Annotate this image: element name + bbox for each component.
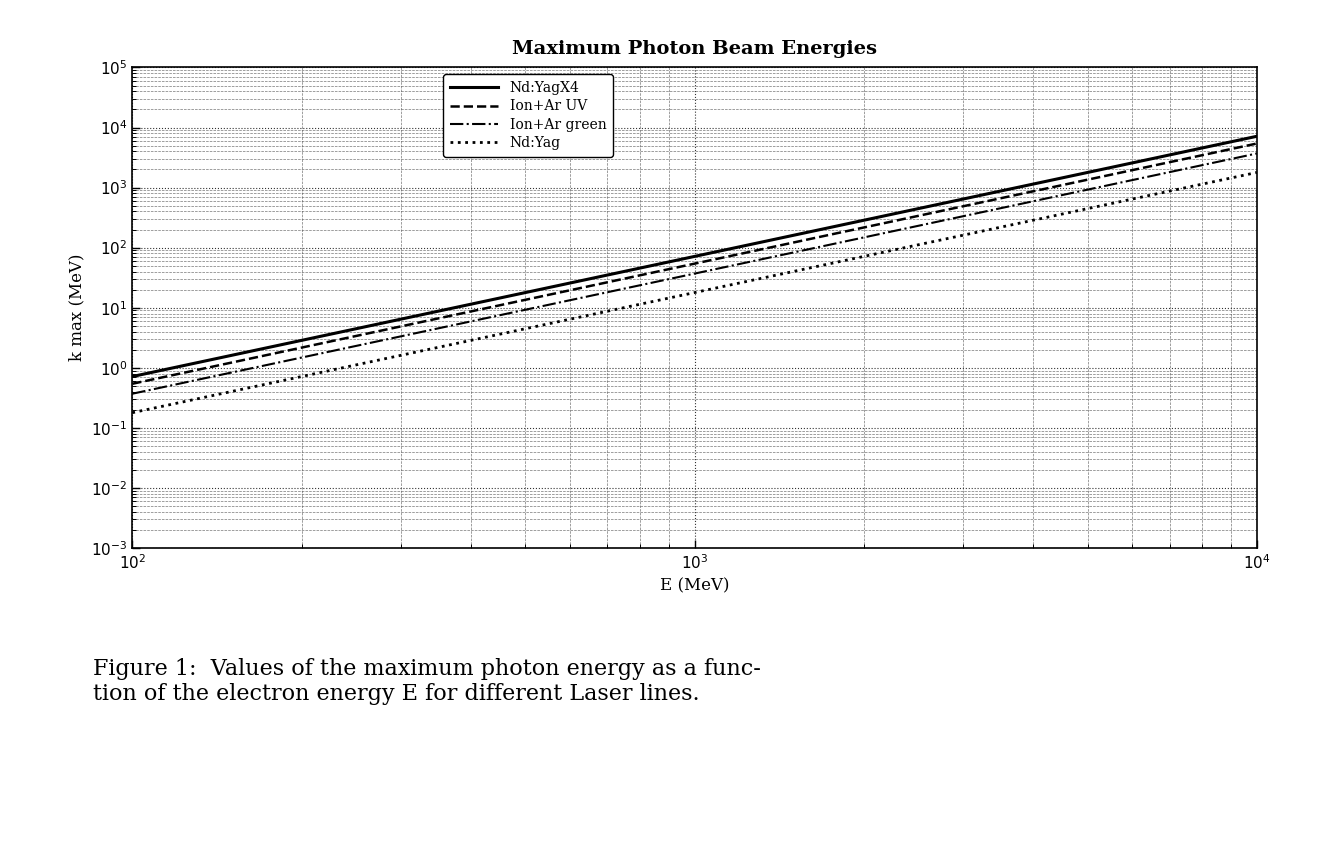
Ion+Ar UV [1002, 191, 1017, 201]
Nd:YagX4 [239, 347, 255, 357]
Line: Nd:YagX4: Nd:YagX4 [132, 137, 1257, 377]
Line: Ion+Ar UV: Ion+Ar UV [132, 143, 1257, 384]
Ion+Ar green [897, 223, 913, 234]
Ion+Ar green [239, 364, 255, 374]
Ion+Ar UV [619, 273, 635, 283]
Nd:YagX4 [1002, 184, 1017, 194]
Line: Ion+Ar green: Ion+Ar green [132, 153, 1257, 394]
Ion+Ar UV [579, 282, 595, 292]
Ion+Ar UV [239, 354, 255, 364]
Ion+Ar green [1002, 201, 1017, 212]
Nd:Yag [619, 302, 635, 312]
Nd:Yag [239, 383, 255, 393]
Nd:YagX4 [579, 274, 595, 284]
Ion+Ar UV [1021, 187, 1037, 197]
Nd:Yag [124, 408, 140, 418]
Nd:YagX4 [1021, 180, 1037, 190]
Ion+Ar green [1249, 148, 1265, 158]
Nd:YagX4 [124, 372, 140, 382]
Text: Figure 1:  Values of the maximum photon energy as a func-
tion of the electron e: Figure 1: Values of the maximum photon e… [93, 658, 761, 705]
Nd:Yag [1002, 220, 1017, 230]
Y-axis label: k max (MeV): k max (MeV) [69, 254, 86, 362]
Nd:YagX4 [619, 266, 635, 276]
Legend: Nd:YagX4, Ion+Ar UV, Ion+Ar green, Nd:Yag: Nd:YagX4, Ion+Ar UV, Ion+Ar green, Nd:Ya… [443, 74, 614, 157]
Ion+Ar green [619, 283, 635, 293]
Ion+Ar UV [897, 214, 913, 224]
Ion+Ar UV [1249, 138, 1265, 148]
Ion+Ar green [579, 292, 595, 302]
Nd:Yag [1249, 168, 1265, 178]
Ion+Ar UV [124, 379, 140, 389]
Ion+Ar green [124, 389, 140, 399]
Title: Maximum Photon Beam Energies: Maximum Photon Beam Energies [512, 40, 877, 57]
Nd:Yag [897, 243, 913, 253]
Nd:YagX4 [1249, 132, 1265, 142]
Ion+Ar green [1021, 197, 1037, 207]
X-axis label: E (MeV): E (MeV) [660, 577, 729, 594]
Line: Nd:Yag: Nd:Yag [132, 173, 1257, 413]
Nd:Yag [1021, 216, 1037, 226]
Nd:Yag [579, 310, 595, 320]
Nd:YagX4 [897, 207, 913, 217]
